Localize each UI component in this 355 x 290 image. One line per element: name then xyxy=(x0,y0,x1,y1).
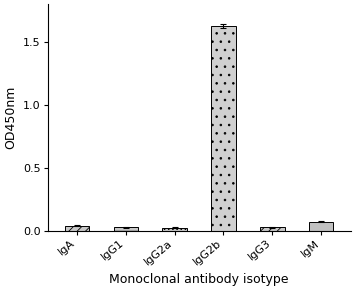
Bar xyxy=(309,222,333,231)
X-axis label: Monoclonal antibody isotype: Monoclonal antibody isotype xyxy=(109,273,289,286)
Bar xyxy=(114,227,138,231)
Bar xyxy=(211,26,236,231)
Bar xyxy=(65,226,89,231)
Bar xyxy=(162,228,187,231)
Y-axis label: OD450nm: OD450nm xyxy=(5,86,17,149)
Bar xyxy=(260,227,285,231)
